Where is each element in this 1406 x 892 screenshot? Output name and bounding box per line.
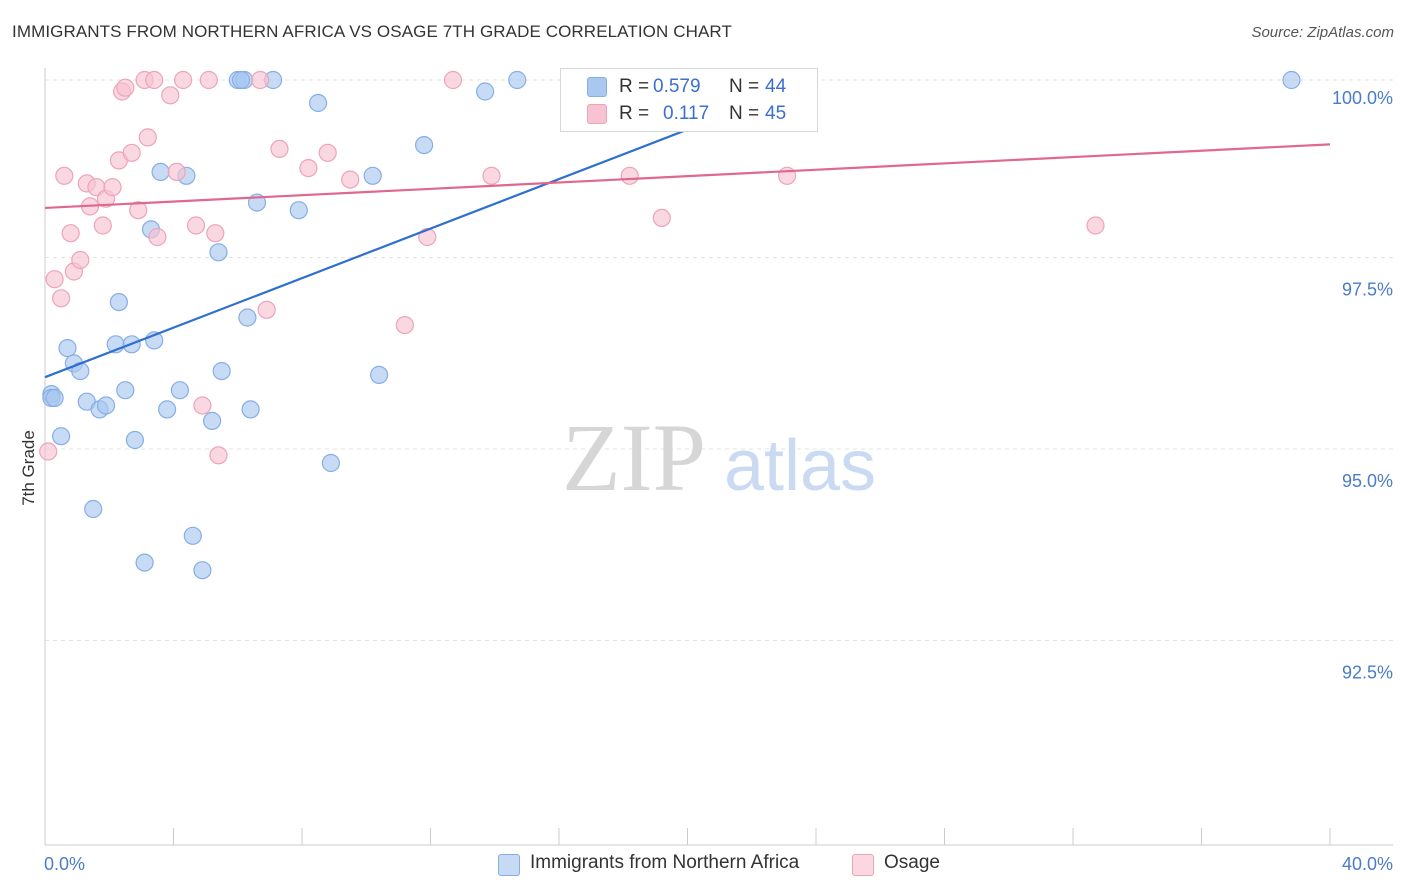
point-osage [206, 224, 225, 243]
legend-n-label: N = [729, 103, 760, 124]
point-osage [251, 70, 270, 90]
point-immigrants [58, 339, 77, 358]
point-immigrants [96, 396, 116, 415]
y-tick-label: 97.5% [1342, 280, 1393, 300]
point-immigrants [125, 430, 144, 450]
source-credit: Source: ZipAtlas.com [1251, 24, 1394, 41]
point-osage [167, 162, 186, 181]
legend-r-label: R = [619, 103, 650, 124]
point-osage [129, 201, 148, 220]
point-immigrants [158, 400, 177, 419]
legend-swatch-osage [587, 104, 607, 124]
bottom-legend-swatch-osage [852, 854, 874, 876]
point-immigrants [109, 293, 129, 312]
legend-n-label: N = [729, 76, 760, 97]
point-immigrants [183, 526, 202, 545]
point-immigrants [209, 243, 228, 262]
point-osage [45, 270, 64, 289]
y-axis-label: 7th Grade [19, 430, 38, 506]
point-osage [270, 139, 289, 158]
point-osage [93, 216, 112, 235]
chart-title: IMMIGRANTS FROM NORTHERN AFRICA VS OSAGE… [12, 22, 732, 41]
point-immigrants [84, 499, 103, 519]
point-immigrants [309, 93, 328, 113]
point-osage [620, 166, 639, 185]
point-immigrants [508, 70, 527, 90]
point-osage [122, 143, 141, 162]
x-tick-label-max: 40.0% [1342, 854, 1393, 874]
point-osage [161, 86, 180, 105]
point-osage [51, 289, 71, 308]
point-immigrants [135, 553, 154, 572]
point-immigrants [289, 201, 308, 220]
point-osage [341, 170, 360, 189]
stats-legend: R = 0.579 N = 44 R = 0.117 N = 45 [560, 68, 818, 132]
point-osage [482, 166, 501, 185]
point-immigrants [321, 453, 340, 473]
point-osage [39, 442, 58, 461]
y-tick-label: 95.0% [1342, 471, 1393, 491]
point-osage [55, 166, 74, 185]
legend-r-value: 0.117 [663, 103, 710, 124]
x-tick-label-min: 0.0% [44, 854, 85, 874]
point-osage [61, 224, 80, 243]
point-osage [299, 159, 318, 178]
point-immigrants [51, 427, 71, 446]
point-immigrants [151, 162, 170, 181]
point-immigrants [363, 166, 382, 185]
point-osage [209, 446, 228, 465]
point-immigrants [370, 365, 389, 384]
point-osage [652, 208, 671, 227]
axes [44, 68, 1393, 846]
legend-n-value: 44 [765, 76, 787, 97]
point-osage [199, 70, 218, 90]
legend-n-value: 45 [765, 103, 787, 124]
point-osage [138, 128, 157, 147]
point-immigrants [45, 388, 64, 407]
point-immigrants [238, 308, 257, 327]
data-points [39, 70, 1301, 580]
point-osage [145, 70, 164, 90]
y-tick-labels: 100.0% 97.5% 95.0% 92.5% [1332, 88, 1393, 683]
bottom-legend-label-immigrants: Immigrants from Northern Africa [530, 852, 800, 873]
y-tick-label: 92.5% [1342, 663, 1393, 683]
point-immigrants [212, 362, 231, 381]
point-osage [193, 396, 212, 415]
point-osage [174, 70, 193, 90]
point-immigrants [415, 136, 434, 155]
point-osage [395, 316, 414, 335]
grid-lines [45, 79, 1393, 641]
legend-swatch-immigrants [587, 77, 607, 97]
point-osage [71, 250, 90, 270]
watermark: ZIP atlas [562, 404, 876, 511]
point-immigrants [193, 561, 212, 580]
point-immigrants [170, 381, 189, 400]
point-osage [148, 227, 167, 247]
point-immigrants [203, 411, 222, 430]
point-osage [443, 70, 463, 90]
point-immigrants [476, 82, 495, 101]
point-immigrants [116, 381, 135, 400]
point-osage [418, 227, 437, 247]
x-tick-labels: 0.0% 40.0% [44, 854, 1393, 874]
point-osage [116, 78, 135, 97]
y-tick-label: 100.0% [1332, 88, 1393, 108]
point-osage [1086, 216, 1105, 235]
bottom-legend-swatch-immigrants [498, 854, 520, 876]
watermark-atlas: atlas [724, 426, 876, 506]
point-immigrants [241, 400, 260, 419]
bottom-legend-label-osage: Osage [884, 852, 940, 873]
legend-r-value: 0.579 [653, 76, 701, 97]
point-osage [318, 143, 337, 162]
watermark-zip: ZIP [562, 404, 706, 511]
legend-r-label: R = [619, 76, 650, 97]
trend-line-osage [44, 143, 1331, 210]
point-osage [103, 178, 122, 197]
point-immigrants [1282, 70, 1301, 90]
point-osage [186, 216, 206, 235]
point-immigrants [231, 70, 251, 90]
point-osage [257, 300, 276, 319]
